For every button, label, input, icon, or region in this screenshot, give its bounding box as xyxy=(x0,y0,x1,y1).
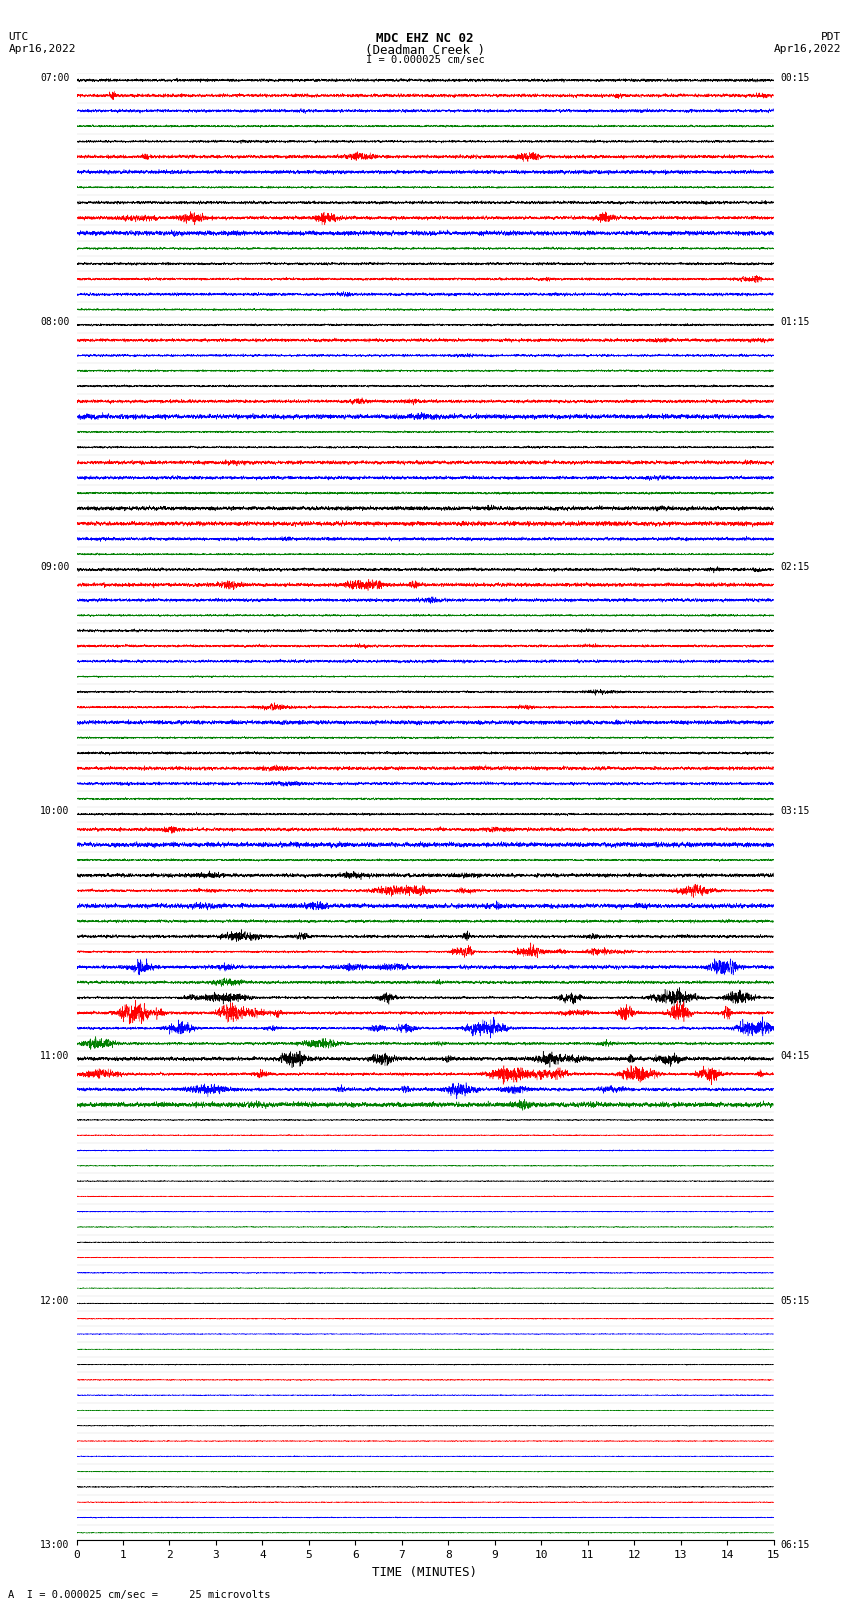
Text: MDC EHZ NC 02: MDC EHZ NC 02 xyxy=(377,32,473,45)
Text: 02:15: 02:15 xyxy=(780,561,810,573)
Text: 08:00: 08:00 xyxy=(40,318,70,327)
Text: 05:15: 05:15 xyxy=(780,1295,810,1307)
Text: 00:15: 00:15 xyxy=(780,73,810,82)
Text: I = 0.000025 cm/sec: I = 0.000025 cm/sec xyxy=(366,55,484,65)
Text: 07:00: 07:00 xyxy=(40,73,70,82)
Text: 04:15: 04:15 xyxy=(780,1052,810,1061)
Text: 01:15: 01:15 xyxy=(780,318,810,327)
Text: 11:00: 11:00 xyxy=(40,1052,70,1061)
Text: 13:00: 13:00 xyxy=(40,1540,70,1550)
Text: 03:15: 03:15 xyxy=(780,806,810,816)
Text: Apr16,2022: Apr16,2022 xyxy=(8,44,76,53)
Text: PDT: PDT xyxy=(821,32,842,42)
Text: 06:15: 06:15 xyxy=(780,1540,810,1550)
Text: Apr16,2022: Apr16,2022 xyxy=(774,44,842,53)
Text: 09:00: 09:00 xyxy=(40,561,70,573)
Text: (Deadman Creek ): (Deadman Creek ) xyxy=(365,44,485,56)
Text: 12:00: 12:00 xyxy=(40,1295,70,1307)
Text: A  I = 0.000025 cm/sec =     25 microvolts: A I = 0.000025 cm/sec = 25 microvolts xyxy=(8,1590,271,1600)
Text: 10:00: 10:00 xyxy=(40,806,70,816)
Text: UTC: UTC xyxy=(8,32,29,42)
X-axis label: TIME (MINUTES): TIME (MINUTES) xyxy=(372,1566,478,1579)
